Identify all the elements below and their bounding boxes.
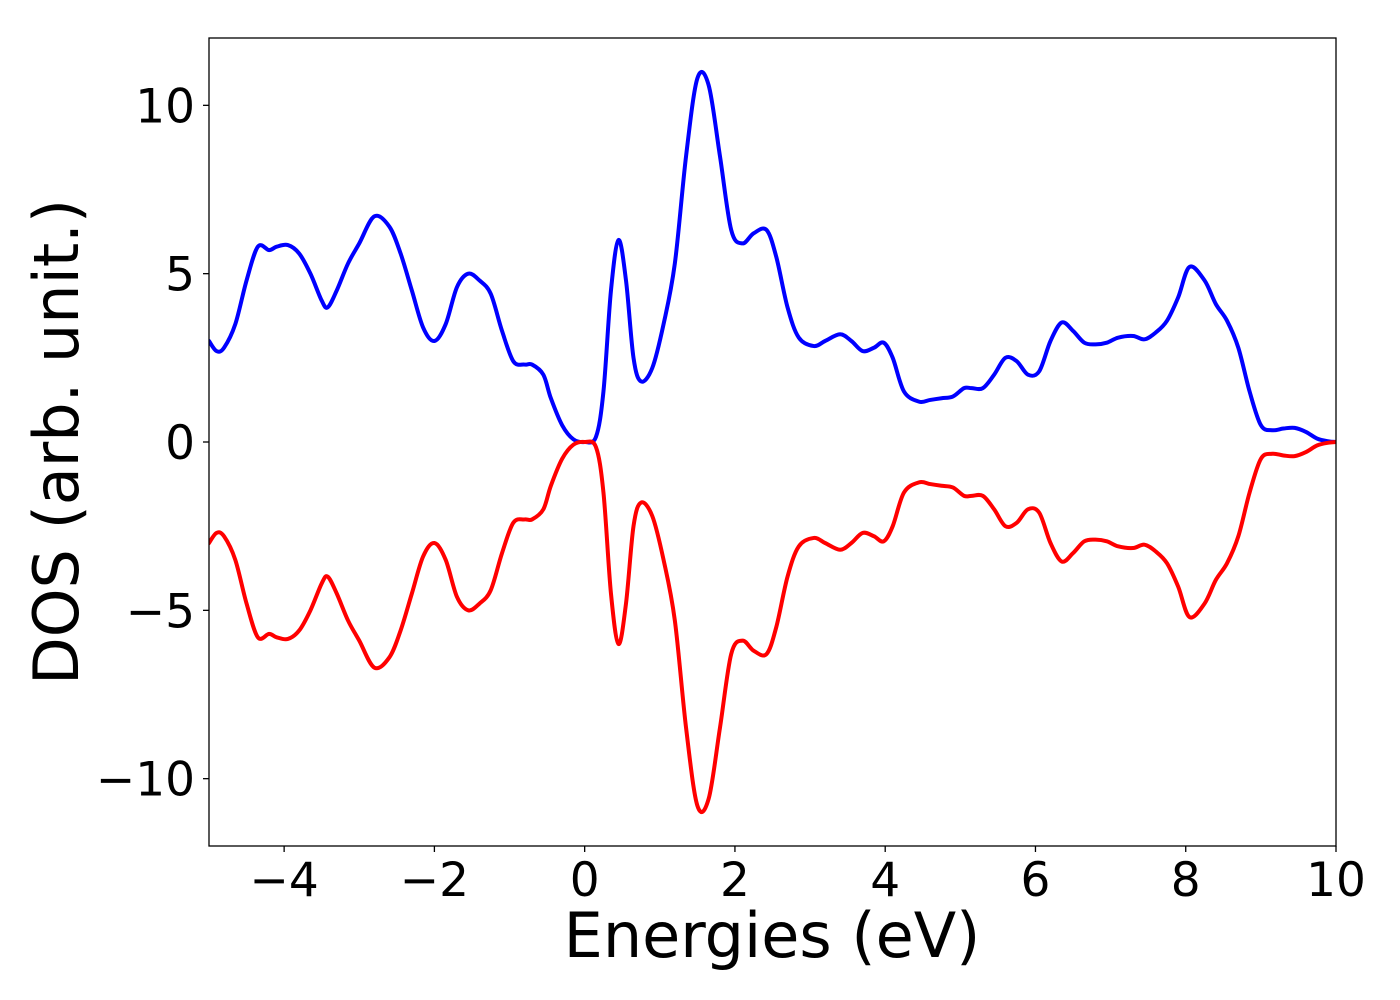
x-tick-label: 8: [1171, 853, 1201, 908]
y-axis-ticks: −10 −5 0 5 10: [96, 79, 209, 808]
y-tick-label: 10: [135, 79, 195, 134]
x-axis-ticks: −4 −2 0 2 4 6 8 10: [249, 846, 1366, 908]
x-tick-label: 10: [1306, 853, 1366, 908]
x-tick-label: −4: [249, 853, 318, 908]
y-tick-label: 0: [165, 416, 195, 471]
x-axis-label: Energies (eV): [564, 899, 981, 972]
series-line-1: [209, 69, 1336, 445]
y-tick-label: −10: [96, 753, 195, 808]
series-layer: [209, 69, 1336, 815]
series-line-2: [209, 439, 1336, 815]
x-tick-label: 0: [570, 853, 600, 908]
y-tick-label: 5: [165, 248, 195, 303]
y-tick-label: −5: [126, 584, 195, 639]
x-tick-label: −2: [400, 853, 469, 908]
y-axis-label: DOS (arb. unit.): [20, 199, 93, 685]
x-tick-label: 4: [870, 853, 900, 908]
x-tick-label: 2: [720, 853, 750, 908]
x-tick-label: 6: [1021, 853, 1051, 908]
